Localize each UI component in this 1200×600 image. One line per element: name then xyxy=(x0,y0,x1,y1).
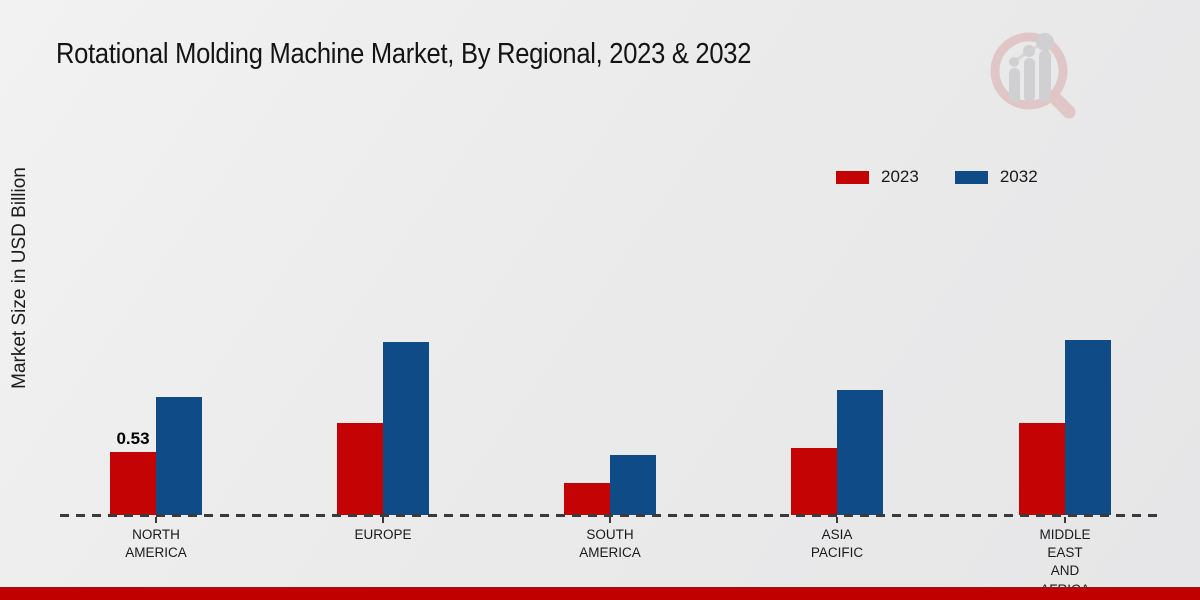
bar-2023-middle-east-and-africa xyxy=(1019,423,1065,515)
x-axis-label-south-america: SOUTH AMERICA xyxy=(579,527,641,561)
bar-2032-europe xyxy=(383,342,429,515)
x-axis-tick xyxy=(609,517,611,523)
legend-item-2023: 2023 xyxy=(836,167,919,187)
bar-2023-europe xyxy=(337,423,383,515)
bar-2032-south-america xyxy=(610,455,656,515)
x-axis-label-asia-pacific: ASIA PACIFIC xyxy=(810,527,864,561)
bar-2023-south-america xyxy=(564,483,610,515)
x-axis-tick xyxy=(155,517,157,523)
bar-2032-middle-east-and-africa xyxy=(1065,340,1111,515)
footer-stripe xyxy=(0,587,1200,600)
bar-2032-north-america xyxy=(156,397,202,515)
bar-value-label: 0.53 xyxy=(116,429,150,448)
bar-2032-asia-pacific xyxy=(837,390,883,515)
x-axis-label-europe: EUROPE xyxy=(354,527,412,542)
legend: 2023 2032 xyxy=(836,167,1038,187)
legend-label-2032: 2032 xyxy=(999,167,1038,186)
magnifier-bar-chart-watermark-icon xyxy=(990,32,1076,119)
legend-swatch-2032 xyxy=(954,170,988,184)
x-axis-label-north-america: NORTH AMERICA xyxy=(125,527,187,561)
x-axis-tick xyxy=(836,517,838,523)
chart-title: Rotational Molding Machine Market, By Re… xyxy=(56,38,752,70)
legend-swatch-2023 xyxy=(836,170,869,184)
x-axis-baseline xyxy=(60,514,1160,517)
bar-2023-north-america xyxy=(110,452,156,515)
x-axis-tick xyxy=(1064,517,1066,523)
x-axis-tick xyxy=(382,517,384,523)
legend-item-2032: 2032 xyxy=(954,167,1038,187)
legend-label-2023: 2023 xyxy=(881,167,919,186)
bar-2023-asia-pacific xyxy=(791,448,837,515)
